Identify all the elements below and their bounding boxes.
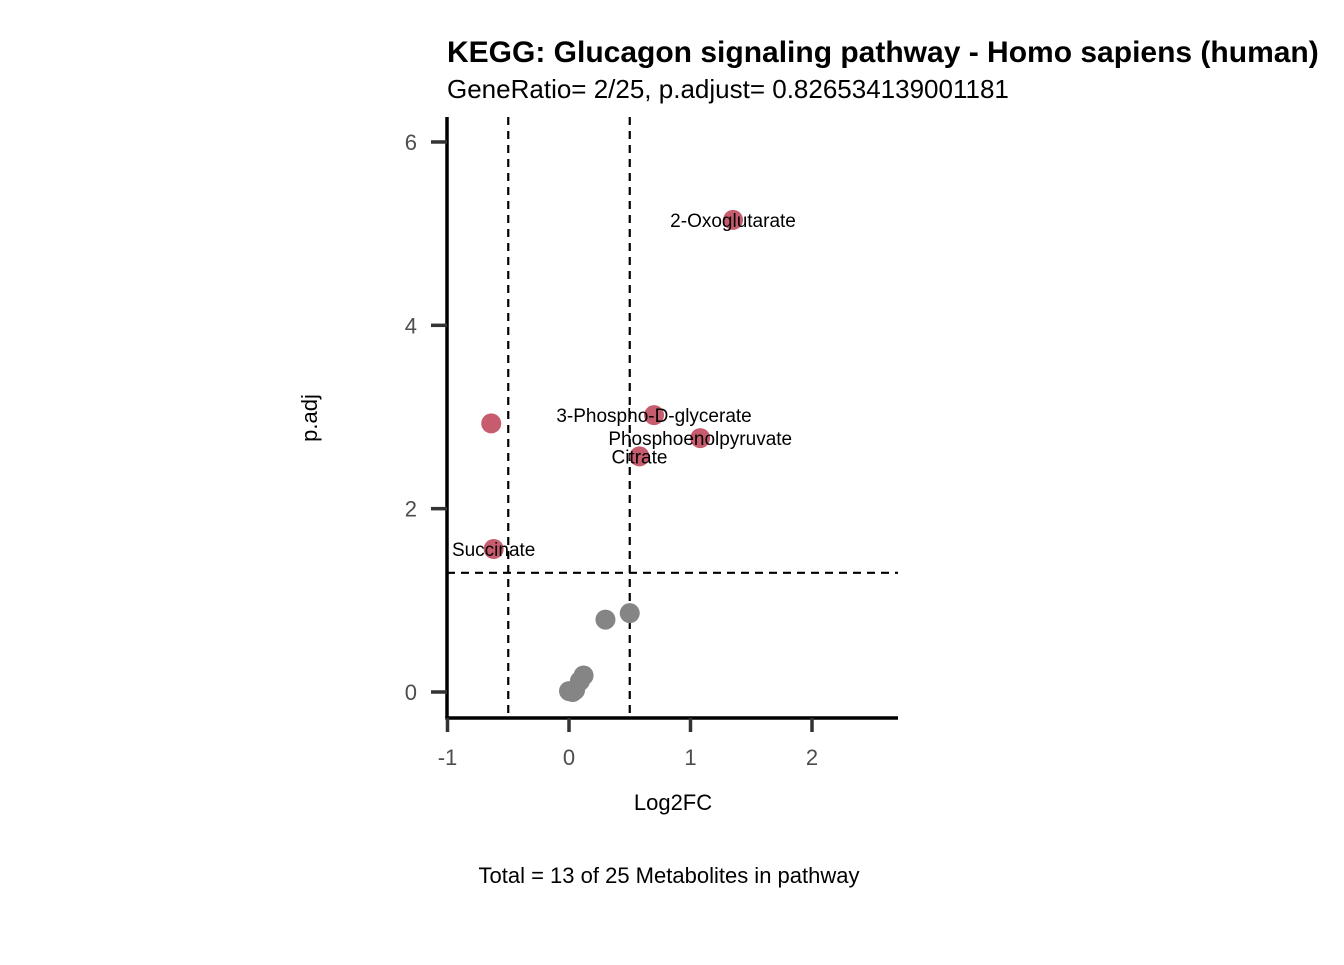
x-tick-label: 0 [563, 745, 575, 770]
point-label: 2-Oxoglutarate [670, 211, 796, 232]
chart-subtitle: GeneRatio= 2/25, p.adjust= 0.82653413900… [447, 74, 1009, 104]
y-tick-label: 0 [405, 680, 417, 705]
point-label: Citrate [611, 447, 667, 468]
threshold-lines [447, 117, 898, 718]
y-axis-title: p.adj [297, 394, 322, 442]
point-labels: 2-Oxoglutarate 3-Phospho-D-glyceratePhosp… [452, 211, 796, 561]
x-tick-label: 2 [806, 745, 818, 770]
y-tick-label: 2 [405, 497, 417, 522]
significant-point [483, 538, 504, 559]
chart-title: KEGG: Glucagon signaling pathway - Homo … [447, 36, 1319, 69]
x-axis-title: Log2FC [634, 790, 712, 815]
significant-point [629, 446, 650, 467]
nonsignificant-point [562, 682, 583, 702]
significant-point [481, 413, 502, 434]
y-tick-label: 4 [405, 313, 417, 338]
nonsignificant-point [619, 603, 640, 624]
significant-point [644, 405, 665, 426]
x-tick-label: -1 [438, 745, 458, 770]
point-label: Succinate [452, 540, 535, 561]
significant-point [690, 428, 711, 449]
chart-caption: Total = 13 of 25 Metabolites in pathway [479, 863, 860, 888]
nonsignificant-point [595, 609, 616, 630]
point-label: Phosphoenolpyruvate [608, 429, 792, 450]
data-points [481, 209, 744, 702]
point-label: 3-Phospho-D-glycerate [556, 406, 751, 427]
y-tick-label: 6 [405, 130, 417, 155]
significant-point [723, 209, 744, 230]
axes: -1 0 1 2 0 2 4 6 [405, 117, 898, 770]
x-tick-label: 1 [684, 745, 696, 770]
